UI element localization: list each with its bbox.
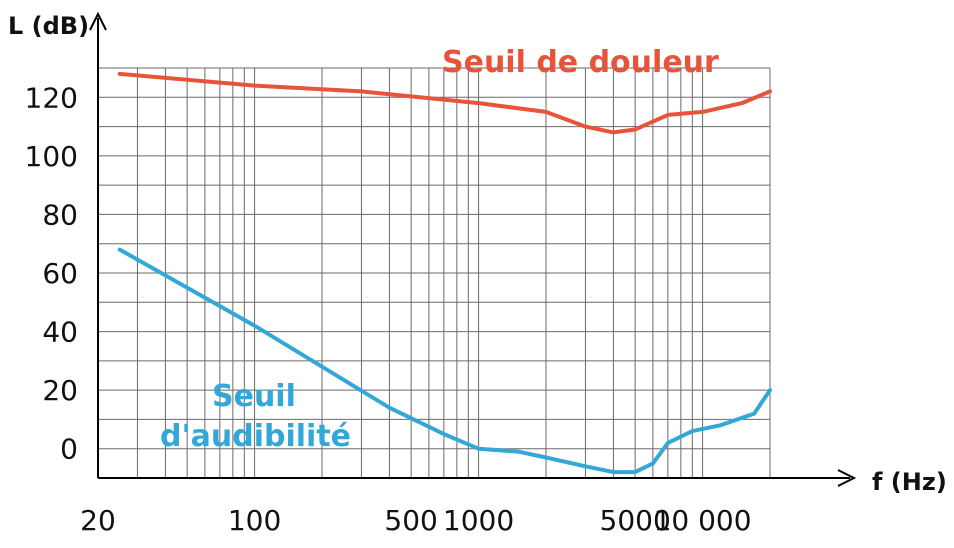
y-tick-label: 40 (42, 316, 78, 349)
x-tick-label: 100 (228, 504, 281, 537)
series (117, 71, 772, 475)
x-tick-label: 20 (80, 504, 116, 537)
y-tick-label: 100 (25, 140, 78, 173)
x-tick-label: 10 000 (654, 504, 752, 537)
series-label-audibility: Seuil d'audibilité (160, 379, 351, 454)
y-axis-title: L (dB) (8, 12, 89, 40)
series-label-audibility-line2: d'audibilité (160, 419, 351, 454)
y-tick-label: 120 (25, 81, 78, 114)
x-tick-label: 5000 (600, 504, 671, 537)
x-tick-label: 500 (384, 504, 437, 537)
y-tick-label: 80 (42, 198, 78, 231)
y-tick-label: 20 (42, 374, 78, 407)
axes (89, 11, 857, 487)
series-line-1 (117, 247, 772, 475)
x-axis-title: f (Hz) (872, 468, 947, 496)
series-label-pain: Seuil de douleur (442, 45, 719, 80)
y-tick-label: 0 (60, 433, 78, 466)
x-axis-arrow (837, 469, 857, 487)
grid (98, 67, 771, 479)
series-line-0 (117, 71, 772, 135)
y-tick-label: 60 (42, 257, 78, 290)
y-axis-arrow (89, 11, 107, 31)
x-tick-label: 1000 (443, 504, 514, 537)
series-label-audibility-line1: Seuil (212, 379, 296, 414)
